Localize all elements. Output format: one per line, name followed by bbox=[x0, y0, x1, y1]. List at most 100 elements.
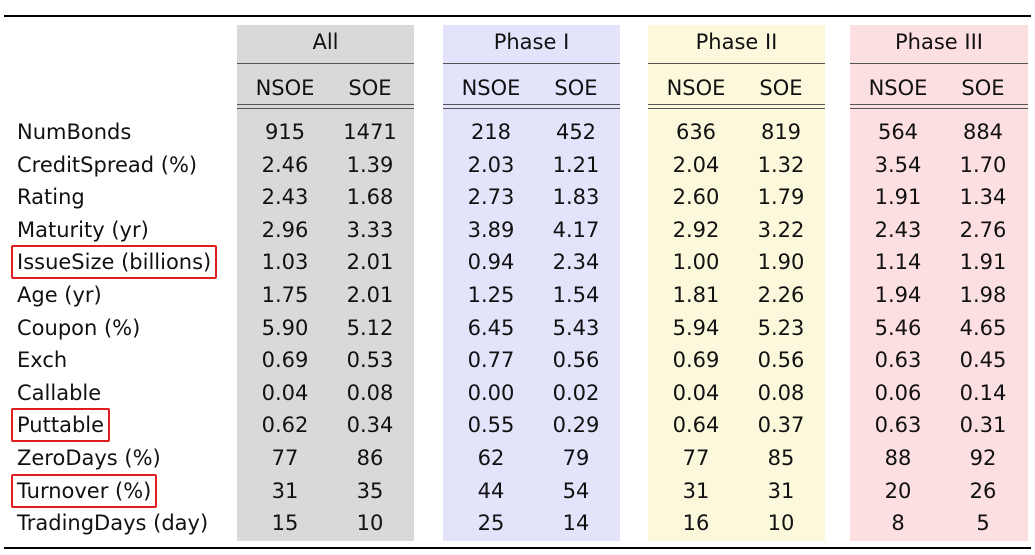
table-cell: 452 bbox=[555, 120, 597, 144]
subheader-rule bbox=[648, 104, 825, 105]
table-cell: 4.65 bbox=[959, 316, 1007, 340]
table-cell: 1.79 bbox=[757, 185, 805, 209]
table-cell: 31 bbox=[767, 479, 795, 503]
table-cell: 0.04 bbox=[672, 381, 720, 405]
table-cell: 2.04 bbox=[672, 153, 720, 177]
row-label-zerodays: ZeroDays (%) bbox=[17, 446, 161, 470]
subheader-soe: SOE bbox=[554, 76, 598, 100]
table-cell: 62 bbox=[477, 446, 505, 470]
group-rule bbox=[850, 63, 1028, 64]
table-cell: 2.34 bbox=[552, 250, 600, 274]
band-phase-2 bbox=[648, 25, 825, 541]
table-cell: 77 bbox=[682, 446, 710, 470]
table-cell: 0.55 bbox=[467, 413, 515, 437]
table-cell: 2.03 bbox=[467, 153, 515, 177]
table-cell: 1.91 bbox=[874, 185, 922, 209]
table-cell: 92 bbox=[969, 446, 997, 470]
subheader-nsoe: NSOE bbox=[868, 76, 928, 100]
table-cell: 0.34 bbox=[346, 413, 394, 437]
table-cell: 1.70 bbox=[959, 153, 1007, 177]
table-cell: 0.94 bbox=[467, 250, 515, 274]
table-cell: 1.39 bbox=[346, 153, 394, 177]
subheader-rule bbox=[443, 104, 620, 105]
table-cell: 819 bbox=[760, 120, 802, 144]
table-cell: 3.22 bbox=[757, 218, 805, 242]
row-label-rating: Rating bbox=[17, 185, 85, 209]
table-cell: 5.23 bbox=[757, 316, 805, 340]
table-cell: 5.12 bbox=[346, 316, 394, 340]
table-cell: 1.98 bbox=[959, 283, 1007, 307]
group-rule bbox=[648, 63, 825, 64]
table-cell: 5 bbox=[976, 511, 990, 535]
table-cell: 2.26 bbox=[757, 283, 805, 307]
table-cell: 1.25 bbox=[467, 283, 515, 307]
table-cell: 0.02 bbox=[552, 381, 600, 405]
table-cell: 20 bbox=[884, 479, 912, 503]
row-label-age-yr: Age (yr) bbox=[17, 283, 102, 307]
table-cell: 2.92 bbox=[672, 218, 720, 242]
table-cell: 1.83 bbox=[552, 185, 600, 209]
table-cell: 3.33 bbox=[346, 218, 394, 242]
subheader-rule bbox=[648, 108, 825, 109]
table-cell: 44 bbox=[477, 479, 505, 503]
row-label-numbonds: NumBonds bbox=[17, 120, 132, 144]
row-label-maturity-yr: Maturity (yr) bbox=[17, 218, 149, 242]
table-cell: 564 bbox=[877, 120, 919, 144]
table-cell: 16 bbox=[682, 511, 710, 535]
table-cell: 0.08 bbox=[757, 381, 805, 405]
subheader-nsoe: NSOE bbox=[461, 76, 521, 100]
table-cell: 10 bbox=[356, 511, 384, 535]
table-cell: 15 bbox=[271, 511, 299, 535]
group-rule bbox=[443, 63, 620, 64]
table-cell: 1.00 bbox=[672, 250, 720, 274]
table-cell: 54 bbox=[562, 479, 590, 503]
table-cell: 2.46 bbox=[261, 153, 309, 177]
subheader-rule bbox=[850, 108, 1028, 109]
table-cell: 0.62 bbox=[261, 413, 309, 437]
table-cell: 0.63 bbox=[874, 348, 922, 372]
table-cell: 5.46 bbox=[874, 316, 922, 340]
subheader-soe: SOE bbox=[759, 76, 803, 100]
group-rule bbox=[237, 63, 414, 64]
row-label-turnover: Turnover (%) bbox=[17, 479, 152, 503]
table-cell: 218 bbox=[470, 120, 512, 144]
table-cell: 1.91 bbox=[959, 250, 1007, 274]
table-cell: 88 bbox=[884, 446, 912, 470]
table-cell: 2.01 bbox=[346, 250, 394, 274]
table-cell: 2.73 bbox=[467, 185, 515, 209]
table-cell: 0.08 bbox=[346, 381, 394, 405]
table-cell: 1.81 bbox=[672, 283, 720, 307]
group-title-phase-2: Phase II bbox=[695, 30, 778, 54]
table-cell: 1.32 bbox=[757, 153, 805, 177]
band-phase-1 bbox=[443, 25, 620, 541]
table-cell: 31 bbox=[271, 479, 299, 503]
row-label-callable: Callable bbox=[17, 381, 102, 405]
table-cell: 85 bbox=[767, 446, 795, 470]
row-label-issuesize-billions: IssueSize (billions) bbox=[17, 250, 212, 274]
subheader-soe: SOE bbox=[961, 76, 1005, 100]
table-cell: 1.75 bbox=[261, 283, 309, 307]
table-cell: 5.94 bbox=[672, 316, 720, 340]
table-cell: 0.14 bbox=[959, 381, 1007, 405]
table-cell: 8 bbox=[891, 511, 905, 535]
table-cell: 2.76 bbox=[959, 218, 1007, 242]
table-cell: 3.54 bbox=[874, 153, 922, 177]
table-cell: 3.89 bbox=[467, 218, 515, 242]
table-cell: 1.90 bbox=[757, 250, 805, 274]
table-cell: 2.01 bbox=[346, 283, 394, 307]
subheader-nsoe: NSOE bbox=[255, 76, 315, 100]
table-cell: 0.63 bbox=[874, 413, 922, 437]
table-cell: 26 bbox=[969, 479, 997, 503]
table-cell: 25 bbox=[477, 511, 505, 535]
table-cell: 636 bbox=[675, 120, 717, 144]
table-cell: 10 bbox=[767, 511, 795, 535]
row-label-creditspread: CreditSpread (%) bbox=[17, 153, 198, 177]
table-cell: 0.04 bbox=[261, 381, 309, 405]
table-cell: 1.21 bbox=[552, 153, 600, 177]
row-label-puttable: Puttable bbox=[17, 413, 105, 437]
subheader-nsoe: NSOE bbox=[666, 76, 726, 100]
table-cell: 0.06 bbox=[874, 381, 922, 405]
table-cell: 0.56 bbox=[552, 348, 600, 372]
table-cell: 5.90 bbox=[261, 316, 309, 340]
